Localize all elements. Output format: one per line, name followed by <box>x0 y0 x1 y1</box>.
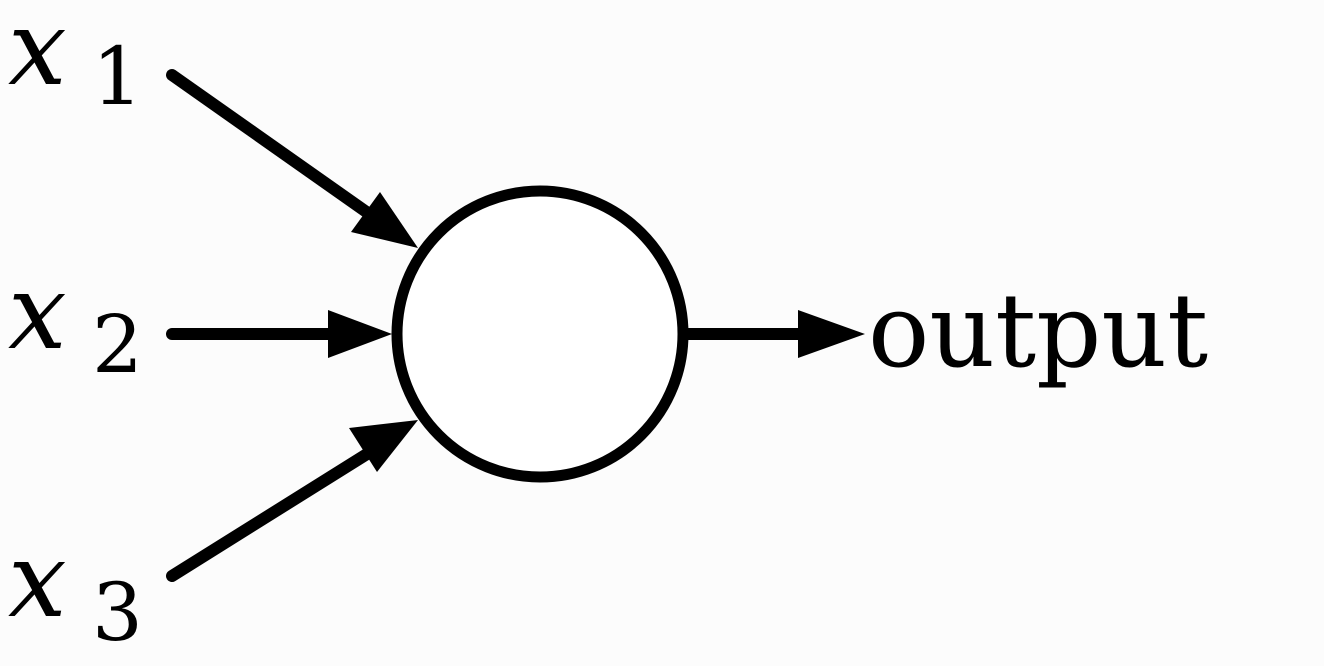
input-label-x2: x 2 <box>8 251 143 391</box>
input-subscript: 3 <box>92 566 143 659</box>
arrow-x2-to-neuron <box>166 310 392 358</box>
arrow-x3-to-neuron <box>166 420 418 582</box>
input-subscript: 2 <box>92 298 143 391</box>
neuron-node <box>391 185 689 483</box>
arrow-neuron-to-output <box>682 310 865 358</box>
input-variable: x <box>8 0 67 109</box>
arrow-x1-to-neuron <box>166 69 418 248</box>
output-label: output <box>868 272 1208 391</box>
input-variable: x <box>8 519 67 641</box>
input-label-x1: x 1 <box>8 0 143 123</box>
input-variable: x <box>8 251 67 373</box>
input-label-x3: x 3 <box>8 519 143 659</box>
input-subscript: 1 <box>92 30 143 123</box>
